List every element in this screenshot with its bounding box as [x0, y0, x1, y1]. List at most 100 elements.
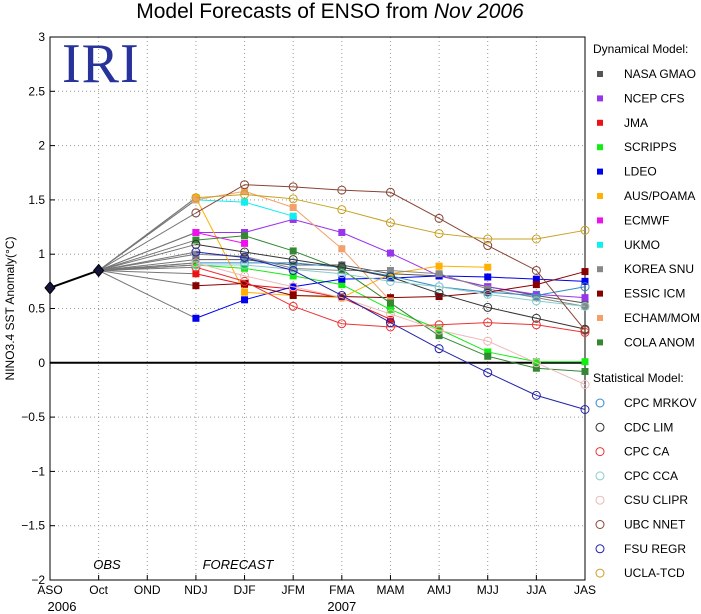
data-point	[191, 208, 201, 218]
x-tick-label: ASO	[37, 583, 62, 597]
data-point	[240, 180, 250, 190]
data-point	[289, 247, 297, 255]
x-tick-label: JFM	[282, 583, 305, 597]
x-tick-label: OND	[134, 583, 161, 597]
data-point	[434, 213, 444, 223]
legend-label: ESSIC ICM	[624, 287, 685, 301]
data-point	[337, 269, 347, 279]
data-point	[532, 294, 540, 302]
data-point	[483, 318, 493, 328]
data-point	[338, 245, 346, 253]
data-point	[581, 268, 589, 276]
data-point	[240, 276, 250, 286]
data-point	[434, 320, 444, 330]
legend-label: CPC CCA	[624, 469, 678, 483]
data-point	[288, 265, 298, 275]
legend-item-ncep-cfs: NCEP CFS	[597, 91, 684, 105]
data-point	[191, 247, 201, 257]
legend-item-cola-anom: COLA ANOM	[597, 335, 695, 349]
x-tick-label: JJA	[526, 583, 546, 597]
legend-item-scripps: SCRIPPS	[597, 140, 677, 154]
data-point	[435, 262, 443, 270]
y-tick-label: 0	[38, 356, 45, 370]
data-point	[288, 282, 298, 292]
data-point	[435, 293, 443, 301]
data-point	[580, 225, 590, 235]
y-tick-label: −0.5	[21, 410, 45, 424]
y-tick-label: −1.5	[21, 519, 45, 533]
data-point	[288, 301, 298, 311]
data-point	[483, 336, 493, 346]
fan-line	[98, 262, 196, 271]
x-tick-label: DJF	[234, 583, 256, 597]
series-line	[195, 264, 586, 307]
data-point	[580, 327, 590, 337]
series-line	[195, 184, 586, 331]
data-point	[385, 309, 395, 319]
x-tick-label: FMA	[329, 583, 354, 597]
x-tick-label: JAS	[574, 583, 596, 597]
data-point	[338, 275, 346, 283]
data-point	[581, 294, 589, 302]
legend-marker	[597, 168, 603, 175]
data-point	[241, 264, 249, 272]
series-ubc-nnet	[191, 180, 590, 335]
legend-item-korea-snu: KOREA SNU	[597, 262, 694, 276]
legend-label: ECMWF	[624, 213, 669, 227]
data-point	[483, 302, 493, 312]
data-point	[241, 288, 249, 296]
legend-label: UCLA-TCD	[624, 566, 685, 580]
legend-marker	[595, 495, 605, 505]
legend-marker	[595, 520, 605, 529]
fan-line	[98, 243, 197, 271]
data-point	[192, 228, 200, 236]
legend-item-fsu-regr: FSU REGR	[595, 542, 686, 556]
data-point	[385, 187, 395, 197]
data-point	[338, 261, 346, 269]
legend-marker	[597, 71, 603, 77]
data-point	[386, 315, 394, 323]
observed-line	[49, 269, 99, 289]
y-tick-label: −2	[31, 573, 45, 587]
data-point	[531, 296, 541, 306]
data-point	[531, 313, 541, 323]
series-line	[195, 262, 586, 385]
obs-label: OBS	[93, 557, 121, 572]
y-tick-label: 1.5	[28, 193, 45, 207]
data-point	[386, 249, 394, 257]
legend-marker	[595, 568, 605, 578]
legend-label: UKMO	[624, 238, 660, 252]
data-point	[289, 264, 297, 272]
legend-item-nasa-gmao: NASA GMAO	[597, 67, 696, 81]
data-point	[435, 270, 443, 278]
data-point	[484, 273, 492, 281]
legend-label: AUS/POAMA	[624, 189, 695, 203]
legend-label: LDEO	[624, 165, 657, 179]
title-date: Nov 2006	[433, 0, 524, 23]
data-point	[385, 276, 395, 286]
data-point	[337, 205, 347, 215]
data-point	[483, 289, 493, 299]
data-point	[289, 212, 297, 220]
data-point	[241, 198, 249, 206]
legend-marker	[597, 95, 603, 102]
fan-line	[98, 232, 197, 271]
legend-marker	[595, 471, 605, 481]
y-tick-label: 2	[38, 139, 45, 153]
legend-marker	[597, 193, 603, 199]
data-point	[531, 390, 541, 400]
legend-marker	[597, 241, 603, 248]
data-point	[337, 262, 347, 272]
chart-title: Model Forecasts of ENSO from Nov 2006	[0, 0, 660, 24]
data-point	[434, 325, 444, 335]
fan-line	[98, 239, 197, 271]
legend-item-ldeo: LDEO	[597, 165, 657, 179]
series-csu-clipr	[191, 258, 590, 390]
data-point	[531, 234, 541, 244]
data-point	[386, 266, 394, 274]
series-cpc-cca	[191, 260, 590, 311]
data-point	[338, 281, 346, 289]
series-line	[195, 251, 586, 410]
data-point	[581, 358, 589, 366]
